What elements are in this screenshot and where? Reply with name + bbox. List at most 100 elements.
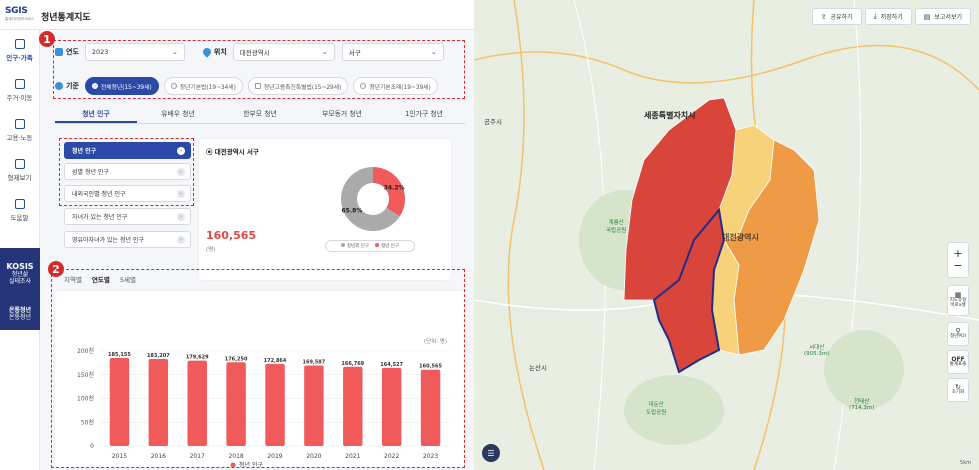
tab-married-youth[interactable]: 유배우 청년: [161, 110, 195, 118]
sidebar-item-label: 도움말: [10, 213, 29, 222]
sidebar-item-help[interactable]: 도움말: [0, 190, 39, 230]
reset-button[interactable]: ↻ 초기화: [947, 378, 969, 402]
map-type-button[interactable]: ▦ 지도유형 바로a셀: [947, 285, 969, 316]
map-panel[interactable]: 세종특별자치시 공주시 논산시 대전광역시 계룡산 국립공원 대둔산 도립공원 …: [474, 0, 979, 470]
stats-toggle-button[interactable]: OFF 통계표출: [947, 350, 969, 374]
subtab-by-year[interactable]: 연도별: [91, 276, 110, 284]
kosis-link[interactable]: KOSIS 청년삶 실태조사: [0, 248, 40, 298]
year-select[interactable]: 2023 ⌄: [84, 43, 185, 61]
map-label-cheontaesan: 천태산 (714.3m): [849, 399, 875, 411]
map-icon: ▦: [954, 291, 962, 299]
sido-select[interactable]: 대전광역시 ⌄: [232, 43, 335, 61]
menu-youth-by-sex[interactable]: 성별 청년 인구 ›: [64, 163, 191, 180]
bar-value-label: 160,565: [419, 364, 442, 370]
youth-label: 온통청년: [8, 314, 32, 321]
chevron-right-icon: ›: [177, 146, 185, 155]
x-tick-label: 2015: [112, 453, 127, 460]
person-icon: [55, 82, 63, 90]
menu-youth-population[interactable]: 청년 인구 ›: [64, 142, 191, 159]
y-tick-label: 0: [90, 443, 94, 450]
x-tick-label: 2019: [267, 453, 282, 460]
zoom-control: + −: [947, 242, 969, 278]
bar-chart: (단위: 명) 0 50천 100천 150천 200천 185,155 2015 183,20…: [77, 337, 450, 469]
bar-value-label: 176,250: [225, 356, 248, 362]
map-label-seodaesan: 서대산 (905.3m): [804, 345, 830, 357]
sidebar-item-label: 주거·이동: [6, 93, 33, 102]
pie-chart: 34.2% 65.8%: [341, 167, 405, 231]
help-icon: [14, 198, 25, 209]
map-label-daedun: 대둔산 도립공원: [646, 402, 667, 416]
menu-youth-with-infants[interactable]: 영유아자녀가 있는 청년 인구 ›: [64, 231, 191, 248]
tab-youth-population[interactable]: 청년 인구: [55, 106, 137, 123]
zoom-in-button[interactable]: +: [953, 247, 963, 260]
sidebar-item-label: 인구·가족: [6, 53, 33, 62]
share-button[interactable]: ⇪ 공유하기: [811, 8, 862, 25]
bar-value-label: 166,769: [341, 361, 364, 367]
sidebar-item-housing[interactable]: 주거·이동: [0, 70, 39, 110]
calendar-icon: [55, 48, 63, 56]
map-toolbar: ⇪ 공유하기 ⤓ 저장하기 ▤ 보고서보기: [811, 8, 971, 25]
summary-card: ⦿ 대전광역시 서구 34.2% 65.8% 160,565 (명) 청년외 인구…: [199, 139, 451, 280]
location-label: 위치: [201, 46, 227, 58]
basis-option-employment-law[interactable]: 청년고용촉진특별법(15~29세): [247, 77, 349, 95]
sigungu-select[interactable]: 서구 ⌄: [341, 43, 444, 61]
basis-option-ordinance[interactable]: 청년기본조례(19~39세): [353, 77, 438, 95]
bar: [420, 369, 441, 446]
chevron-down-icon: ⌄: [172, 48, 178, 56]
year-label: 연도: [55, 47, 79, 57]
logo-text: SGIS: [5, 6, 28, 16]
zoom-out-button[interactable]: −: [953, 259, 963, 272]
region-name: ⦿ 대전광역시 서구: [206, 148, 259, 156]
report-button[interactable]: ▤ 보고서보기: [914, 8, 971, 25]
chevron-right-icon: ›: [177, 167, 185, 176]
stats-toggle-state: OFF: [951, 356, 965, 363]
map-type-label: 지도유형: [949, 298, 967, 303]
basis-option-basic-law[interactable]: 청년기본법(19~34세): [163, 77, 243, 95]
map-label-nonsan: 논산시: [529, 364, 547, 372]
subtab-by-5yr-age[interactable]: 5세별: [119, 276, 137, 284]
legend-dot: [230, 462, 236, 468]
briefcase-icon: [14, 118, 25, 129]
category-tabs: 청년 인구 유배우 청년 한부모 청년 부모동거 청년 1인가구 청년: [55, 106, 465, 124]
x-tick-label: 2021: [345, 453, 360, 460]
legend-item-young: 청년 인구: [375, 243, 399, 249]
legend-dot: [340, 243, 345, 247]
menu-youth-by-nationality[interactable]: 내외국인별 청년 인구 ›: [64, 185, 191, 202]
filter-row-year: 연도 2023 ⌄ 위치 대전광역시 ⌄ 서구 ⌄: [55, 42, 444, 62]
save-button[interactable]: ⤓ 저장하기: [864, 8, 912, 25]
poi-button[interactable]: ⚲ 청년POI: [947, 322, 969, 346]
map-scale: 5km: [960, 460, 971, 466]
checkbox-icon: [254, 83, 261, 89]
chevron-right-icon: ›: [177, 212, 185, 221]
menu-youth-with-children[interactable]: 자녀가 있는 청년 인구 ›: [64, 208, 191, 225]
reset-icon: ↻: [955, 383, 961, 391]
sgis-logo[interactable]: SGIS 통계지리정보서비스: [5, 6, 37, 22]
chevron-down-icon: ⌄: [430, 48, 437, 56]
menu-label: 내외국인별 청년 인구: [72, 191, 126, 198]
bar: [381, 367, 402, 446]
pie-label-other: 65.8%: [341, 207, 362, 214]
kosis-sub1: 청년삶: [11, 270, 29, 278]
legend-toggle-button[interactable]: ☰: [482, 444, 500, 462]
x-tick-label: 2020: [306, 453, 321, 460]
map-label-daejeon: 대전광역시: [722, 233, 759, 242]
basis-option-all[interactable]: 전체청년(15~39세): [84, 77, 159, 95]
logo-subtext: 통계지리정보서비스: [5, 17, 34, 21]
map-label-gyeryong: 계룡산 국립공원: [606, 220, 627, 234]
list-icon: ☰: [487, 448, 495, 458]
tab-single-parent-youth[interactable]: 한부모 청년: [243, 110, 277, 118]
sidebar-item-population[interactable]: 인구·가족: [0, 30, 39, 70]
tab-single-household-youth[interactable]: 1인가구 청년: [405, 110, 443, 118]
sidebar-item-view[interactable]: 형제보기: [0, 150, 39, 190]
map-type-sublabel: 바로a셀: [950, 303, 966, 308]
tab-living-with-parents-youth[interactable]: 부모동거 청년: [322, 110, 362, 118]
youth-link[interactable]: 온통청년 온통청년: [0, 298, 40, 330]
stats-toggle-label: 통계표출: [949, 362, 967, 367]
subtab-by-region[interactable]: 지역별: [64, 276, 82, 284]
sidebar-item-employment[interactable]: 고용·노동: [0, 110, 39, 150]
bar-chart-card: (단위: 명) 0 50천 100천 150천 200천 185,155 2015 183,20…: [55, 291, 465, 469]
bar: [226, 362, 246, 446]
highlight-box-filters: [53, 40, 465, 99]
filter-row-basis: 기준 전체청년(15~39세) 청년기본법(19~34세) 청년고용촉진특별법(…: [55, 76, 443, 96]
bar-value-label: 179,629: [186, 355, 209, 361]
